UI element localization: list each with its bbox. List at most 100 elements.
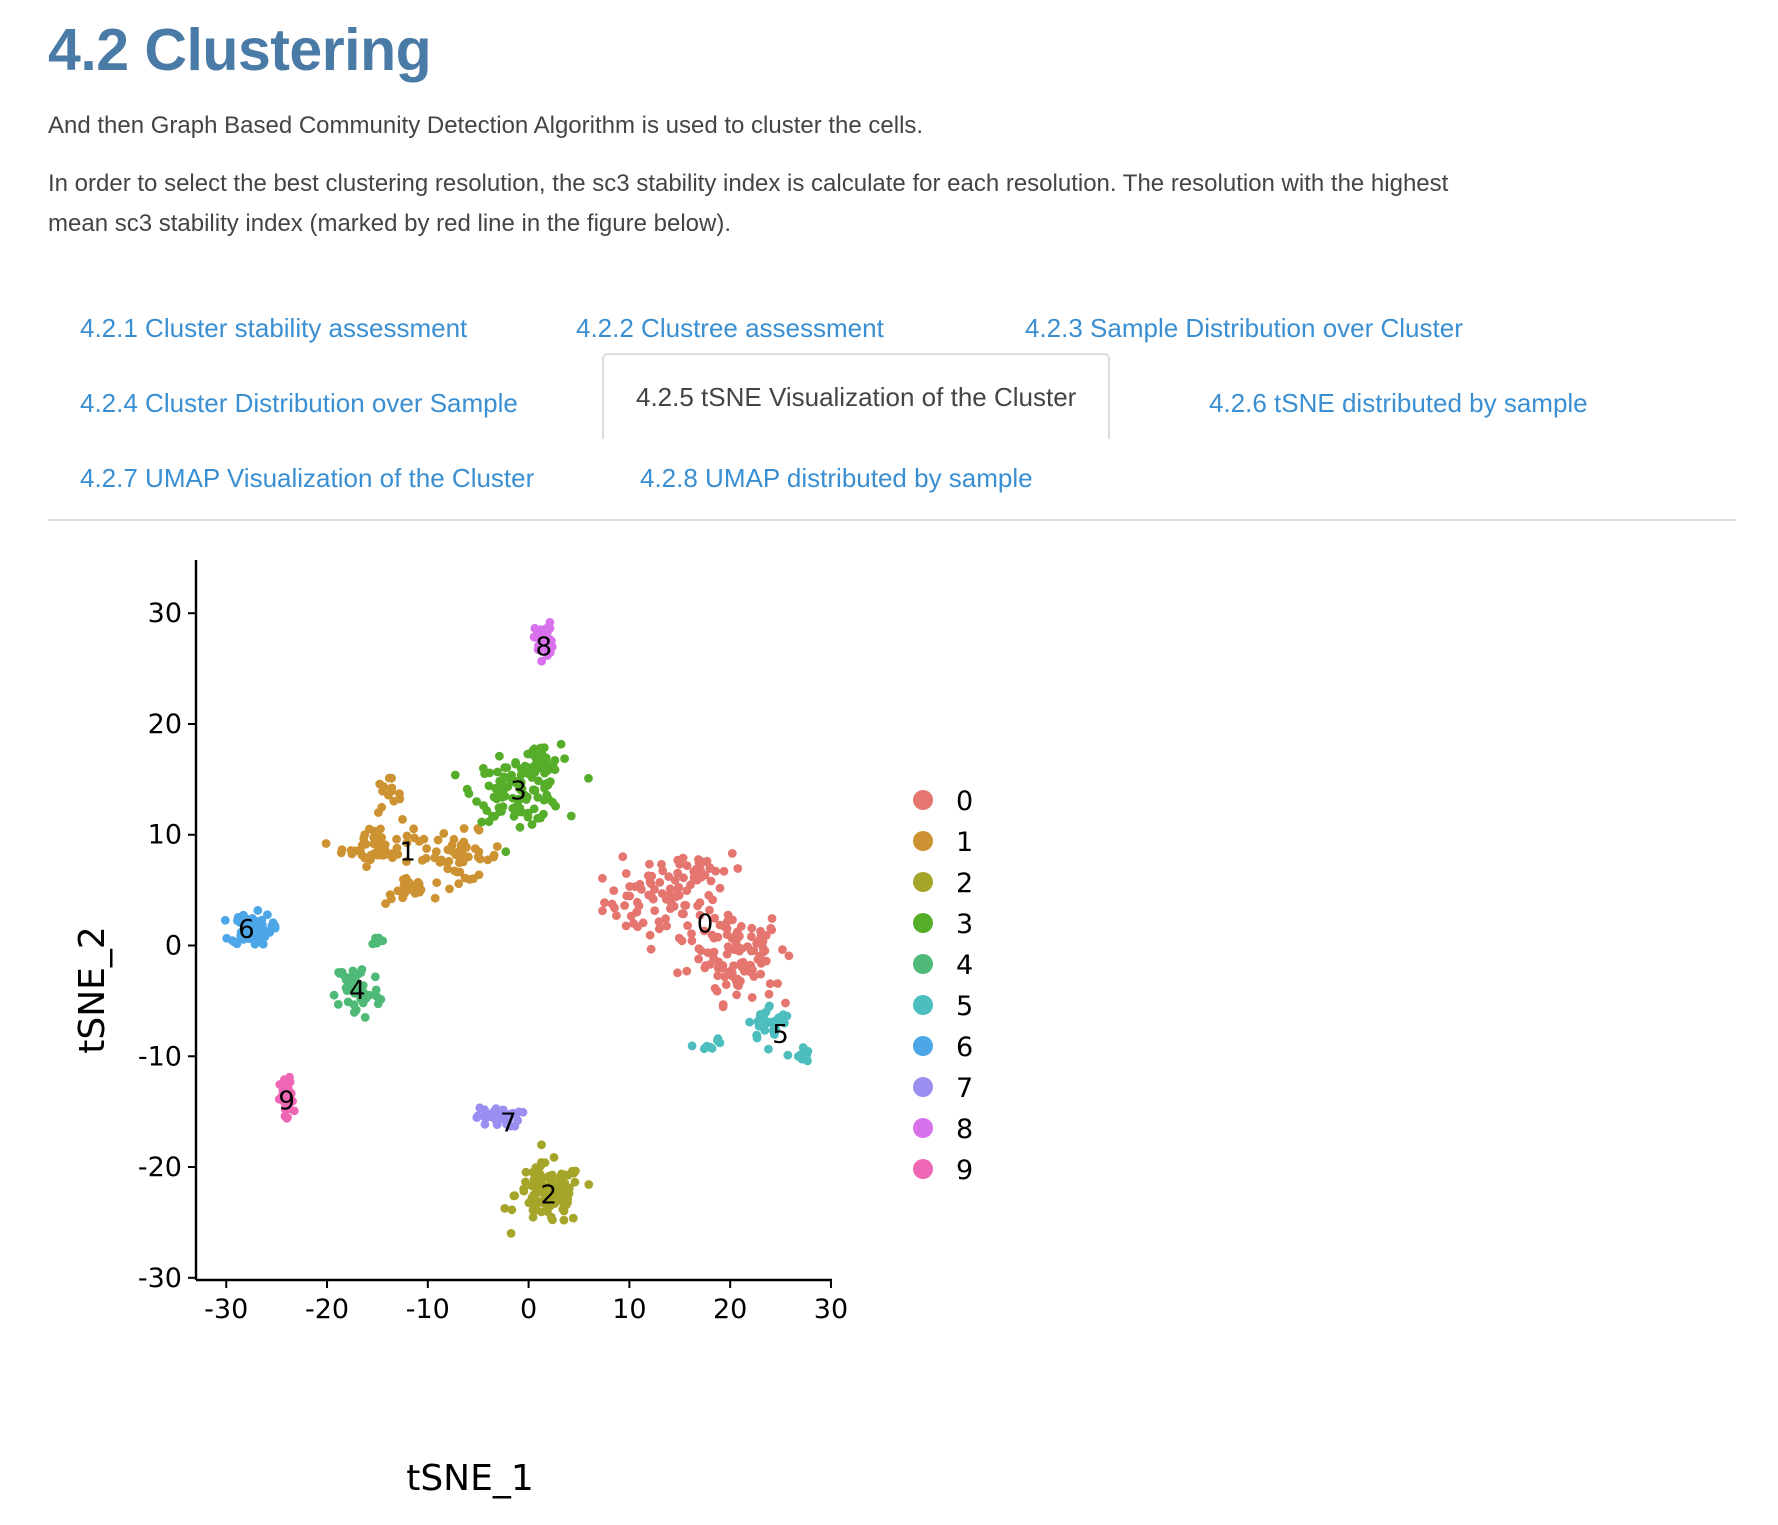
point-cluster-1 — [402, 838, 412, 848]
point-cluster-3 — [560, 754, 569, 763]
point-cluster-3 — [478, 763, 488, 773]
legend-key-9 — [913, 1159, 933, 1179]
point-cluster-5 — [783, 1050, 793, 1060]
point-cluster-3 — [584, 773, 593, 783]
point-cluster-0 — [705, 960, 715, 969]
point-cluster-6 — [239, 910, 248, 920]
point-cluster-0 — [708, 895, 718, 905]
point-cluster-7 — [472, 1113, 482, 1122]
point-cluster-0 — [600, 898, 609, 907]
point-cluster-5 — [803, 1046, 813, 1056]
x-tick-label: 10 — [612, 1294, 646, 1325]
point-cluster-3 — [484, 781, 494, 791]
point-cluster-0 — [710, 984, 720, 993]
point-cluster-3 — [535, 756, 544, 766]
point-cluster-1 — [435, 857, 445, 867]
point-cluster-1 — [395, 789, 404, 799]
point-cluster-0 — [646, 944, 656, 954]
point-cluster-2 — [548, 1180, 557, 1189]
y-tick-label: 30 — [148, 598, 182, 629]
legend-key-4 — [913, 954, 933, 974]
points-layer — [220, 618, 813, 1238]
tab-umap-sample[interactable]: 4.2.8 UMAP distributed by sample — [640, 463, 1033, 493]
legend: 0 1 2 3 4 5 6 7 8 9 — [913, 786, 973, 1186]
point-cluster-1 — [346, 846, 356, 855]
legend-key-0 — [913, 790, 933, 810]
tab-sample-distribution[interactable]: 4.2.3 Sample Distribution over Cluster — [1025, 313, 1463, 343]
point-cluster-9 — [279, 1079, 289, 1088]
point-cluster-1 — [393, 886, 403, 896]
legend-key-7 — [913, 1077, 933, 1097]
tab-cluster-stability[interactable]: 4.2.1 Cluster stability assessment — [80, 313, 468, 343]
point-cluster-0 — [698, 857, 708, 867]
tab-clustree[interactable]: 4.2.2 Clustree assessment — [576, 313, 884, 343]
point-cluster-3 — [528, 746, 538, 755]
point-cluster-6 — [260, 932, 270, 941]
legend-key-8 — [913, 1118, 933, 1138]
x-tick-label: 30 — [814, 1294, 848, 1325]
point-cluster-4 — [358, 993, 368, 1003]
legend-label-2: 2 — [956, 868, 973, 899]
point-cluster-5 — [699, 1044, 709, 1054]
point-cluster-4 — [358, 981, 368, 990]
point-cluster-0 — [761, 956, 771, 966]
cluster-labels-layer: 0 1 2 3 4 5 6 7 8 9 — [238, 632, 789, 1210]
point-cluster-2 — [560, 1187, 570, 1197]
legend-key-3 — [913, 913, 933, 933]
point-cluster-5 — [687, 1041, 697, 1051]
point-cluster-5 — [803, 1056, 812, 1066]
point-cluster-1 — [369, 826, 379, 836]
point-cluster-7 — [491, 1104, 501, 1113]
point-cluster-7 — [475, 1103, 485, 1113]
point-cluster-4 — [335, 969, 345, 978]
point-cluster-3 — [472, 797, 481, 806]
legend-label-7: 7 — [956, 1073, 973, 1104]
point-cluster-5 — [752, 1033, 762, 1043]
point-cluster-0 — [720, 972, 730, 982]
point-cluster-0 — [677, 909, 687, 919]
point-cluster-0 — [747, 993, 757, 1002]
point-cluster-1 — [388, 853, 397, 862]
point-cluster-0 — [633, 882, 643, 892]
point-cluster-0 — [658, 866, 668, 876]
point-cluster-1 — [384, 773, 394, 783]
point-cluster-1 — [398, 893, 407, 903]
y-tick-label: 10 — [148, 820, 182, 851]
point-cluster-1 — [459, 837, 469, 847]
point-cluster-2 — [569, 1168, 579, 1178]
point-cluster-2 — [559, 1215, 569, 1225]
cluster-label-3: 3 — [510, 776, 527, 806]
point-cluster-5 — [768, 1019, 778, 1029]
point-cluster-1 — [389, 796, 399, 806]
point-cluster-2 — [507, 1205, 517, 1215]
point-cluster-2 — [543, 1186, 553, 1196]
tab-cluster-distribution[interactable]: 4.2.4 Cluster Distribution over Sample — [80, 388, 518, 418]
point-cluster-3 — [537, 749, 547, 759]
tab-umap-cluster[interactable]: 4.2.7 UMAP Visualization of the Cluster — [80, 463, 535, 493]
point-cluster-2 — [550, 1199, 560, 1208]
tab-tsne-cluster[interactable]: 4.2.5 tSNE Visualization of the Cluster — [602, 353, 1111, 439]
point-cluster-0 — [706, 876, 716, 886]
point-cluster-2 — [533, 1171, 543, 1181]
point-cluster-2 — [568, 1213, 578, 1223]
point-cluster-3 — [550, 756, 560, 765]
cluster-label-5: 5 — [772, 1020, 789, 1050]
point-cluster-8 — [540, 636, 550, 646]
point-cluster-0 — [669, 902, 679, 911]
point-cluster-0 — [674, 883, 684, 892]
point-cluster-0 — [705, 905, 714, 915]
point-cluster-0 — [632, 897, 642, 907]
x-tick-label: -20 — [305, 1294, 349, 1325]
point-cluster-1 — [357, 841, 367, 851]
point-cluster-0 — [687, 936, 697, 946]
point-cluster-0 — [747, 932, 756, 942]
point-cluster-0 — [598, 906, 607, 916]
point-cluster-2 — [506, 1229, 516, 1238]
point-cluster-3 — [499, 772, 509, 782]
tab-tsne-sample[interactable]: 4.2.6 tSNE distributed by sample — [1209, 388, 1588, 418]
point-cluster-0 — [664, 872, 674, 881]
point-cluster-1 — [439, 829, 449, 838]
legend-key-6 — [913, 1036, 933, 1056]
point-cluster-0 — [767, 914, 777, 923]
point-cluster-0 — [765, 979, 775, 989]
